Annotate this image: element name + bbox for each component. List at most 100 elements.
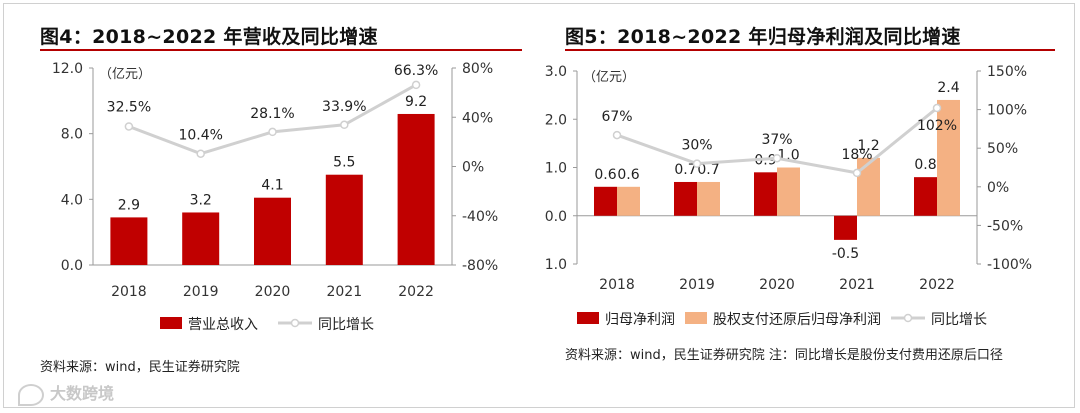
profit-legend-swatch	[577, 312, 599, 324]
revenue-growth-value-label: 10.4%	[178, 128, 222, 144]
revenue-growth-value-label: 32.5%	[107, 99, 151, 115]
revenue-left-tick-label: 8.0	[61, 127, 83, 143]
profit-growth-value-label: 37%	[761, 132, 792, 148]
revenue-growth-value-label: 28.1%	[250, 106, 294, 122]
revenue-right-tick-label: -40%	[462, 209, 498, 225]
revenue-title-rule	[40, 49, 522, 51]
revenue-right-tick-label: -80%	[462, 258, 498, 274]
revenue-right-tick-label: 0%	[462, 160, 484, 176]
revenue-category-label: 2021	[326, 284, 362, 300]
profit-legend-label: 归母净利润	[605, 311, 675, 328]
revenue-growth-value-label: 66.3%	[394, 63, 438, 79]
profit-bar	[777, 167, 800, 216]
revenue-bar	[325, 174, 363, 265]
revenue-bar	[182, 212, 220, 265]
profit-category-label: 2021	[839, 277, 875, 293]
profit-growth-point	[612, 130, 622, 140]
revenue-bar-value-label: 4.1	[261, 178, 283, 194]
revenue-category-label: 2020	[255, 284, 291, 300]
profit-right-tick-label: 100%	[987, 103, 1027, 119]
revenue-chart-title: 图4：2018~2022 年营收及同比增速	[40, 26, 378, 48]
revenue-panel: 图4：2018~2022 年营收及同比增速 0.0 4.0 8.0 12.0 -80% -…	[40, 26, 522, 375]
watermark: 大数跨境	[18, 380, 114, 406]
revenue-category-label: 2022	[398, 284, 434, 300]
revenue-unit-label: （亿元）	[99, 67, 151, 82]
profit-left-tick-label: 0.0	[545, 209, 567, 225]
revenue-growth-point	[340, 120, 349, 130]
revenue-bar-value-label: 9.2	[405, 94, 427, 110]
revenue-growth-point	[268, 127, 277, 137]
watermark-text: 大数跨境	[50, 384, 115, 403]
profit-bar	[674, 181, 697, 216]
revenue-bar-value-label: 3.2	[190, 192, 212, 208]
profit-left-tick-label: 3.0	[545, 64, 567, 80]
profit-growth-point	[852, 168, 862, 178]
revenue-growth-point	[124, 122, 134, 131]
watermark-logo-icon	[18, 383, 44, 406]
revenue-growth-point	[411, 80, 421, 90]
profit-left-tick-label: 2.0	[545, 112, 567, 128]
profit-left-tick-label: 1.0	[545, 161, 567, 177]
revenue-left-tick-label: 4.0	[61, 192, 83, 208]
profit-legend-label: 股权支付还原后归母净利润	[713, 311, 881, 328]
revenue-bar-value-label: 2.9	[118, 197, 140, 213]
profit-bar	[594, 186, 617, 216]
revenue-legend-label: 营业总收入	[188, 317, 258, 333]
profit-legend-swatch	[685, 312, 707, 324]
profit-growth-value-label: 18%	[841, 147, 872, 163]
profit-bar-value-label: 0.8	[914, 157, 936, 173]
revenue-category-label: 2019	[183, 284, 219, 300]
profit-growth-point	[772, 153, 782, 163]
profit-bar-value-label: 0.7	[697, 162, 719, 178]
profit-bar-value-label: 2.4	[937, 80, 959, 96]
profit-bar	[617, 186, 640, 216]
revenue-bar	[397, 113, 435, 265]
revenue-chart: 0.0 4.0 8.0 12.0 -80% -40% 0% 40% 80% （亿元） 2018 201…	[52, 61, 498, 333]
profit-title-rule	[565, 49, 1055, 51]
profit-bar	[857, 157, 880, 216]
profit-category-label: 2022	[919, 277, 955, 293]
revenue-growth-value-label: 33.9%	[322, 99, 366, 115]
revenue-source-note: 资料来源：wind，民生证券研究院	[40, 360, 240, 375]
profit-bar-value-label: 0.6	[617, 167, 639, 183]
profit-category-label: 2019	[679, 277, 715, 293]
revenue-right-tick-label: 40%	[462, 110, 493, 126]
revenue-left-tick-label: 12.0	[52, 61, 83, 77]
profit-bar	[697, 181, 720, 216]
profit-right-tick-label: -50%	[987, 218, 1023, 234]
profit-legend-label: 同比增长	[931, 312, 987, 328]
revenue-legend-line-marker	[290, 318, 300, 328]
profit-category-label: 2018	[599, 277, 635, 293]
profit-legend-line-marker	[903, 313, 913, 323]
profit-right-tick-label: 50%	[987, 141, 1018, 157]
profit-unit-label: （亿元）	[583, 70, 635, 85]
profit-growth-value-label: 30%	[681, 138, 712, 154]
revenue-legend-swatch	[160, 317, 182, 329]
profit-chart: -1.0 0.0 1.0 2.0 3.0 -100% -50% 0% 50% 100% 150% （亿…	[545, 64, 1032, 328]
profit-bar-value-label: -0.5	[832, 246, 859, 262]
profit-growth-value-label: 67%	[601, 109, 632, 125]
profit-growth-point	[932, 103, 942, 113]
profit-bar-value-label: 1.2	[857, 138, 879, 154]
revenue-right-tick-label: 80%	[462, 61, 493, 77]
profit-right-tick-label: 150%	[987, 64, 1027, 80]
profit-bar	[914, 177, 937, 216]
profit-right-tick-label: -100%	[987, 257, 1032, 273]
revenue-left-tick-label: 0.0	[61, 258, 83, 274]
profit-bar-value-label: 0.6	[594, 167, 616, 183]
revenue-bar	[254, 197, 291, 265]
profit-bar	[937, 99, 960, 216]
image-frame	[3, 3, 1075, 408]
revenue-growth-point	[196, 149, 205, 158]
profit-panel: 图5：2018~2022 年归母净利润及同比增速 -1.0 0.0 1.0 2.0 3.…	[545, 0, 1080, 413]
profit-growth-value-label: 102%	[917, 118, 957, 134]
profit-category-label: 2020	[759, 277, 795, 293]
profit-right-tick-label: 0%	[987, 180, 1009, 196]
profit-bar	[754, 172, 777, 216]
revenue-category-label: 2018	[111, 284, 147, 300]
profit-source-note: 资料来源：wind，民生证券研究院 注：同比增长是股份支付费用还原后口径	[565, 348, 1003, 363]
revenue-bar-value-label: 5.5	[333, 155, 355, 171]
profit-growth-point	[692, 159, 702, 168]
revenue-bar	[110, 217, 148, 265]
profit-bar-value-label: 0.7	[674, 162, 696, 178]
